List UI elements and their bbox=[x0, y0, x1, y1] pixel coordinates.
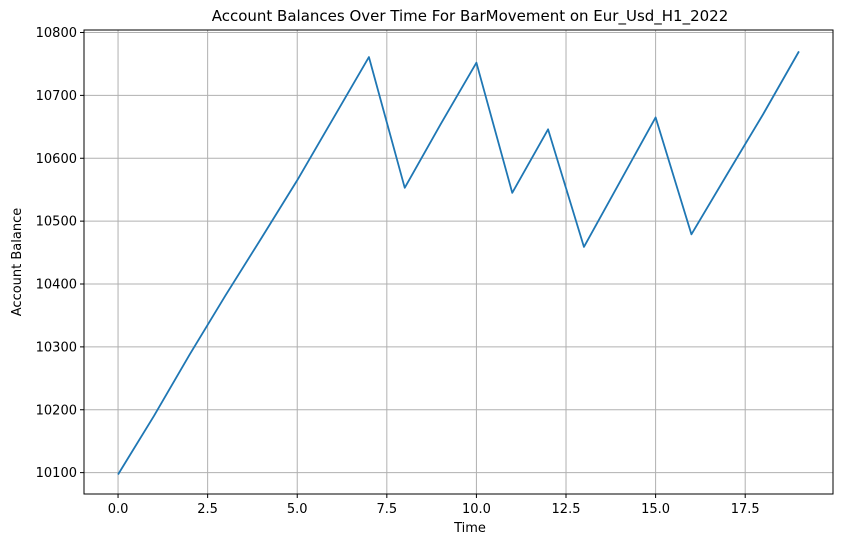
y-tick-label: 10800 bbox=[36, 26, 77, 41]
chart-title: Account Balances Over Time For BarMoveme… bbox=[212, 7, 729, 26]
x-tick-label: 5.0 bbox=[287, 502, 308, 517]
x-tick-label: 15.0 bbox=[641, 502, 670, 517]
y-tick-label: 10200 bbox=[36, 403, 77, 418]
y-tick-label: 10600 bbox=[36, 152, 77, 167]
y-tick-label: 10500 bbox=[36, 215, 77, 230]
y-tick-label: 10300 bbox=[36, 340, 77, 355]
x-tick-label: 0.0 bbox=[108, 502, 129, 517]
plot-frame bbox=[83, 29, 834, 495]
y-tick-label: 10100 bbox=[36, 466, 77, 481]
y-tick-label: 10400 bbox=[36, 278, 77, 293]
x-axis-label: Time bbox=[453, 521, 486, 536]
x-tick-label: 2.5 bbox=[197, 502, 218, 517]
series-group bbox=[117, 50, 800, 475]
x-tick-label: 7.5 bbox=[376, 502, 397, 517]
grid bbox=[84, 30, 833, 494]
y-axis-label: Account Balance bbox=[10, 208, 25, 316]
x-tick-label: 17.5 bbox=[731, 502, 760, 517]
x-tick-label: 10.0 bbox=[462, 502, 491, 517]
y-axis: 10100 10200 10300 10400 10500 10600 10700 10800 bbox=[36, 26, 84, 481]
series-line bbox=[117, 50, 800, 475]
x-axis: 0.0 2.5 5.0 7.5 10.0 12.5 15.0 17.5 bbox=[108, 494, 760, 517]
y-tick-label: 10700 bbox=[36, 89, 77, 104]
x-tick-label: 12.5 bbox=[552, 502, 581, 517]
